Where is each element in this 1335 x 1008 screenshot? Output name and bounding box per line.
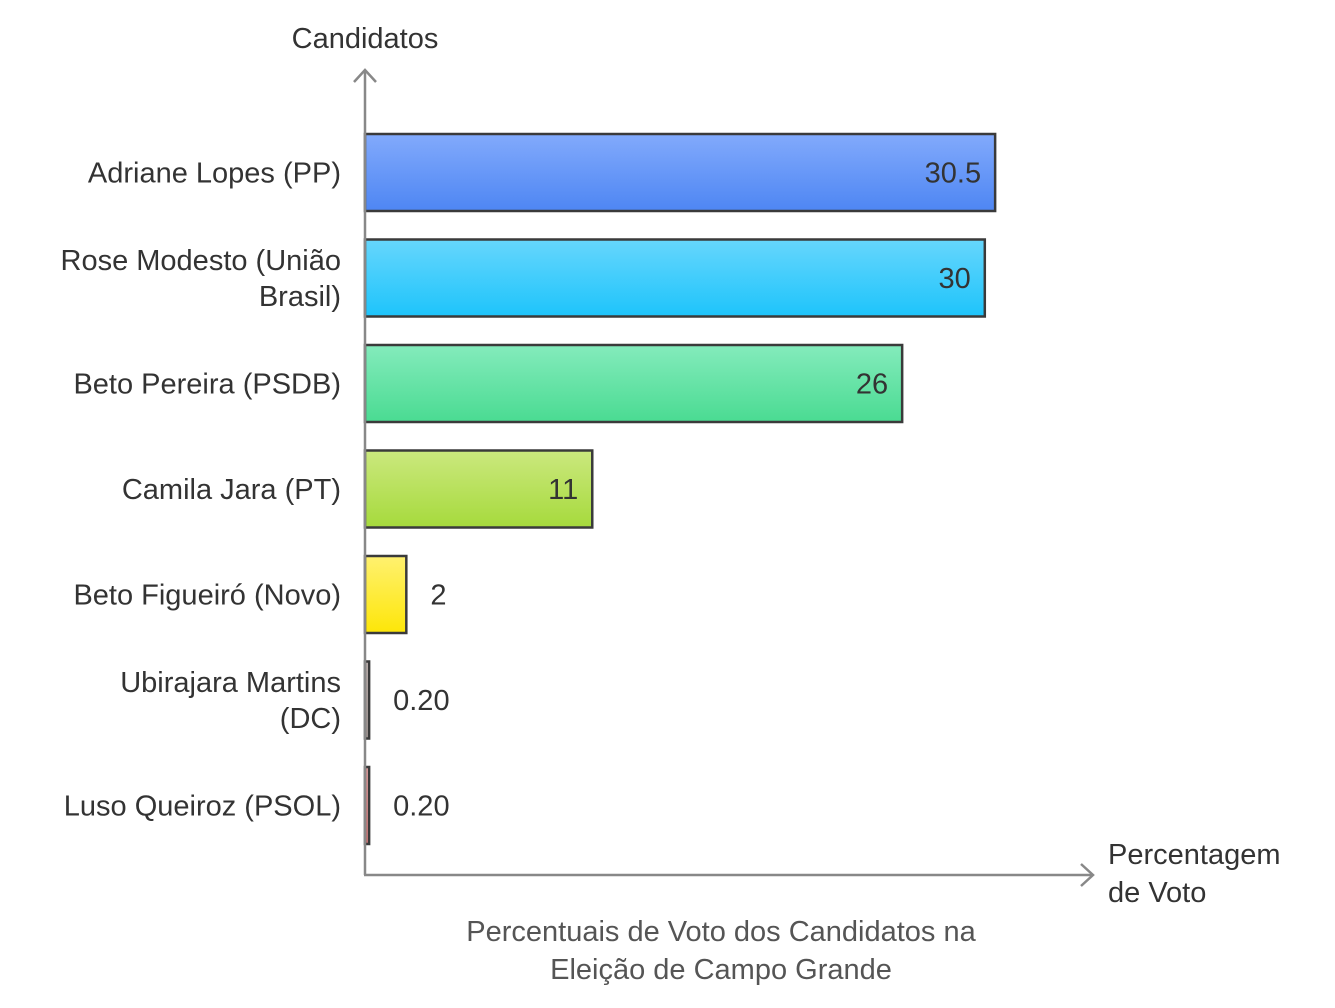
category-label: Rose Modesto (União Brasil) bbox=[61, 245, 341, 313]
value-label: 26 bbox=[856, 369, 888, 401]
bar bbox=[363, 238, 987, 318]
bars-layer bbox=[363, 132, 997, 846]
value-label: 2 bbox=[430, 580, 446, 612]
value-label: 0.20 bbox=[393, 685, 449, 717]
bar bbox=[363, 449, 594, 529]
chart-title: Percentuais de Voto dos Candidatos na Ele… bbox=[466, 916, 976, 986]
value-labels: 30.5 30 26 11 2 0.20 0.20 bbox=[393, 158, 981, 823]
y-axis-arrow-icon bbox=[353, 68, 377, 83]
value-label: 30 bbox=[939, 263, 971, 295]
category-label: Camila Jara (PT) bbox=[122, 474, 341, 506]
value-label: 11 bbox=[548, 474, 578, 506]
value-label: 0.20 bbox=[393, 791, 449, 823]
category-label: Adriane Lopes (PP) bbox=[88, 158, 341, 190]
bar bbox=[363, 554, 408, 635]
bar bbox=[363, 132, 997, 213]
category-label: Beto Pereira (PSDB) bbox=[73, 369, 341, 401]
category-label: Luso Queiroz (PSOL) bbox=[64, 791, 341, 823]
category-label: Ubirajara Martins (DC) bbox=[120, 667, 341, 735]
category-labels: Adriane Lopes (PP) Rose Modesto (União Bra… bbox=[61, 158, 341, 823]
x-axis-arrow-icon bbox=[1080, 863, 1095, 887]
x-axis-title: Percentagem de Voto bbox=[1108, 839, 1281, 909]
value-label: 30.5 bbox=[925, 158, 981, 190]
category-label: Beto Figueiró (Novo) bbox=[73, 580, 341, 612]
y-axis-title: Candidatos bbox=[292, 23, 439, 55]
bar bbox=[363, 343, 904, 424]
